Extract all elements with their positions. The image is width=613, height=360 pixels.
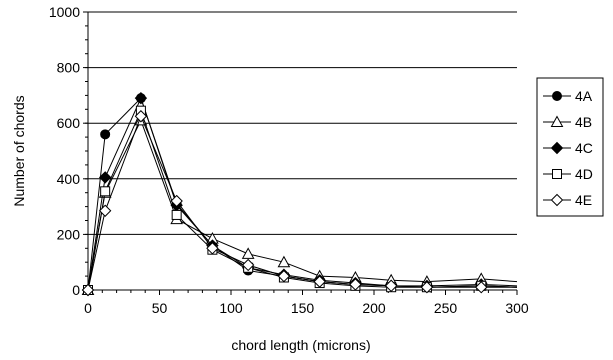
series-line-4B — [87, 119, 518, 291]
point-4C-2 — [134, 91, 148, 105]
point-4D-3 — [171, 209, 182, 220]
point-4E-10 — [420, 281, 434, 294]
x-tick-label-3: 150 — [291, 300, 315, 316]
data-series — [81, 91, 518, 297]
y-tick-label-0: 0 — [72, 282, 80, 298]
legend-entry-4A: 4A — [543, 88, 593, 104]
y-tick-label-2: 400 — [57, 171, 81, 187]
series-line-4E — [87, 114, 517, 291]
legend-marker-4D — [552, 169, 562, 179]
point-4D-1 — [100, 186, 111, 197]
legend: 4A 4B 4C 4D 4E — [536, 77, 604, 217]
point-4E-1 — [98, 204, 112, 217]
series-4A — [83, 93, 518, 295]
y-tick-label-5: 1000 — [49, 4, 80, 20]
point-4E-11 — [475, 281, 488, 294]
point-4C-1 — [98, 171, 112, 184]
series-4B — [81, 113, 518, 295]
series-4E — [81, 110, 517, 297]
x-axis-title: chord length (microns) — [231, 337, 370, 353]
point-4E-0 — [81, 283, 95, 297]
legend-entry-4C: 4C — [543, 140, 593, 156]
legend-label-4C: 4C — [575, 140, 593, 156]
x-tick-label-6: 300 — [505, 300, 529, 316]
legend-label-4A: 4A — [575, 88, 593, 104]
y-tick-label-1: 200 — [57, 226, 81, 242]
point-4E-8 — [349, 278, 362, 291]
x-tick-label-2: 100 — [219, 300, 243, 316]
axes — [83, 11, 518, 295]
series-line-4A — [87, 97, 518, 291]
legend-entry-4E: 4E — [543, 192, 592, 208]
legend-marker-4C — [550, 141, 564, 155]
series-line-4C — [87, 96, 518, 291]
point-4A-1 — [100, 129, 111, 140]
legend-entry-4B: 4B — [543, 114, 592, 130]
legend-label-4E: 4E — [575, 192, 592, 208]
series-line-4D — [87, 109, 518, 291]
legend-label-4B: 4B — [575, 114, 592, 130]
legend-marker-4A — [552, 91, 562, 101]
legend-label-4D: 4D — [575, 166, 593, 182]
point-4E-9 — [384, 279, 398, 293]
legend-entry-4D: 4D — [543, 166, 593, 182]
x-tick-label-4: 200 — [362, 300, 386, 316]
y-tick-label-4: 800 — [57, 60, 81, 76]
point-4E-6 — [277, 269, 291, 283]
point-4E-4 — [206, 242, 219, 255]
point-4B-5 — [241, 247, 255, 259]
y-tick-label-3: 600 — [57, 115, 81, 131]
x-tick-label-0: 0 — [84, 300, 92, 316]
point-4E-3 — [170, 194, 183, 208]
legend-box — [536, 77, 604, 217]
point-4B-6 — [277, 255, 291, 268]
point-4E-5 — [241, 258, 255, 272]
legend-marker-4B — [550, 115, 564, 127]
point-4E-2 — [134, 110, 148, 123]
tick-labels: 0 200 400 600 800 1000 0 50 100 150 200 250 300 — [49, 4, 529, 316]
point-4E-7 — [313, 275, 326, 288]
x-tick-label-5: 250 — [434, 300, 458, 316]
y-axis-title: Number of chords — [11, 95, 27, 206]
x-tick-label-1: 50 — [152, 300, 168, 316]
legend-marker-4E — [550, 193, 564, 207]
gridlines — [88, 11, 517, 235]
